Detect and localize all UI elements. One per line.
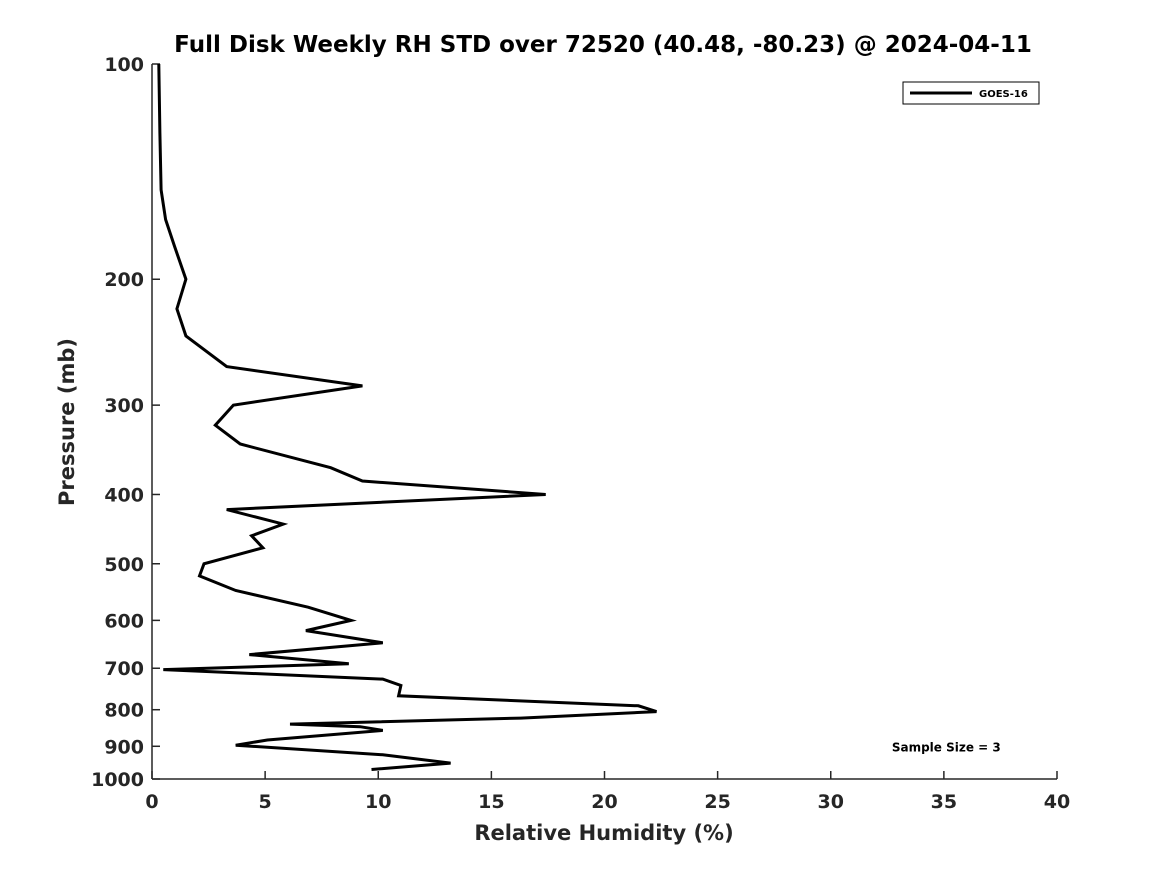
legend: GOES-16 bbox=[902, 81, 1040, 105]
y-tick-label: 600 bbox=[104, 610, 144, 632]
y-tick-label: 400 bbox=[104, 484, 144, 506]
x-tick-label: 10 bbox=[365, 791, 391, 813]
y-tick-label: 900 bbox=[104, 736, 144, 758]
x-tick-label: 20 bbox=[591, 791, 617, 813]
y-tick-label: 300 bbox=[104, 395, 144, 417]
x-tick-label: 25 bbox=[704, 791, 730, 813]
x-tick-label: 15 bbox=[478, 791, 504, 813]
y-tick-label: 700 bbox=[104, 658, 144, 680]
x-axis-label: Relative Humidity (%) bbox=[474, 821, 733, 845]
chart-title: Full Disk Weekly RH STD over 72520 (40.4… bbox=[174, 32, 1032, 58]
legend-label-goes16: GOES-16 bbox=[979, 89, 1028, 100]
y-ticks: 100 200 300 400 500 600 700 800 900 1000 bbox=[91, 54, 160, 791]
x-tick-label: 40 bbox=[1044, 791, 1070, 813]
y-tick-label: 800 bbox=[104, 700, 144, 722]
x-tick-label: 35 bbox=[931, 791, 957, 813]
series-layer bbox=[157, 63, 657, 771]
plot-area: 0 5 10 15 20 25 30 35 40 100 200 300 400 500 600 700 80… bbox=[91, 54, 1070, 813]
sample-size-annotation: Sample Size = 3 bbox=[892, 740, 1001, 754]
series-line-goes-16 bbox=[157, 63, 657, 771]
x-tick-label: 30 bbox=[818, 791, 844, 813]
x-tick-label: 5 bbox=[259, 791, 272, 813]
y-tick-label: 100 bbox=[104, 54, 144, 76]
x-tick-label: 0 bbox=[145, 791, 158, 813]
y-tick-label: 1000 bbox=[91, 769, 144, 791]
x-ticks: 0 5 10 15 20 25 30 35 40 bbox=[145, 771, 1070, 813]
y-tick-label: 500 bbox=[104, 554, 144, 576]
y-axis-label: Pressure (mb) bbox=[55, 338, 79, 506]
y-tick-label: 200 bbox=[104, 269, 144, 291]
